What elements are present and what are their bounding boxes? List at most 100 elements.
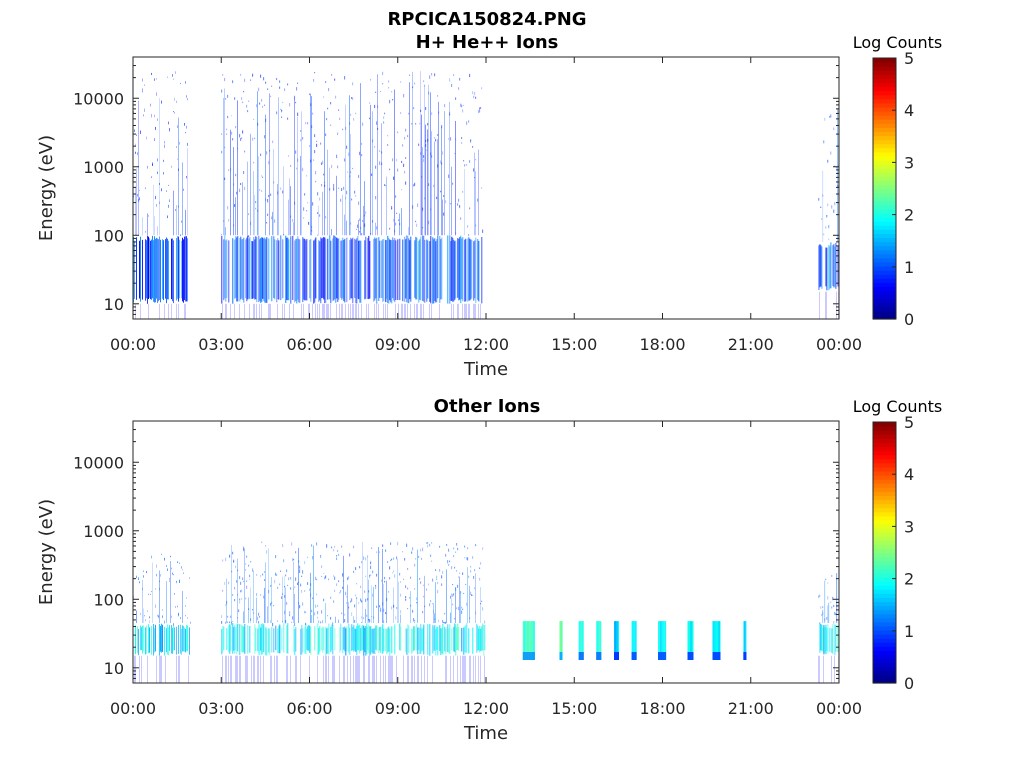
colorbar-segment (873, 499, 896, 505)
speckle (224, 177, 226, 180)
band-column (435, 241, 437, 303)
band-column (327, 238, 329, 300)
streak (237, 100, 238, 236)
speckle (167, 568, 168, 571)
colorbar-segment (873, 176, 896, 181)
streak (267, 606, 268, 624)
colorbar-segment (873, 560, 896, 566)
streak (822, 170, 824, 242)
speckle (348, 576, 350, 579)
speckle (338, 580, 340, 582)
band-column (149, 238, 150, 298)
speckle (315, 576, 317, 580)
speckle (426, 588, 428, 591)
low-energy-trace (348, 303, 349, 319)
speckle (281, 116, 283, 118)
activity-interval-4 (578, 621, 584, 660)
speckle (330, 102, 332, 105)
speckle (408, 112, 410, 115)
speckle (407, 135, 409, 137)
speckle (405, 596, 407, 598)
speckle (317, 605, 319, 607)
band-column (226, 628, 228, 651)
speckle (349, 122, 351, 125)
speckle (379, 551, 381, 553)
streak (311, 615, 312, 623)
streak (138, 100, 139, 236)
speckle (260, 153, 262, 156)
band-column (276, 240, 278, 303)
speckle (379, 605, 381, 607)
band-column (615, 621, 616, 660)
speckle (266, 550, 268, 554)
colorbar-tick-label: 2 (904, 206, 914, 225)
band-column (138, 629, 139, 656)
speckle (344, 613, 346, 616)
band-cell (523, 652, 525, 660)
streak (421, 114, 422, 236)
colorbar-segment (873, 294, 896, 300)
streak (469, 585, 470, 623)
speckle (825, 578, 827, 581)
speckle (234, 204, 236, 207)
y-tick-label: 100 (93, 590, 124, 609)
streak (474, 152, 475, 236)
speckle (255, 207, 257, 210)
low-energy-trace (445, 655, 446, 683)
low-energy-trace (231, 655, 232, 683)
streak (331, 229, 332, 236)
speckle (228, 581, 230, 585)
band-column (718, 621, 720, 660)
speckle (423, 158, 425, 162)
speckle (280, 187, 282, 190)
speckle (464, 164, 466, 167)
band-column (818, 245, 820, 290)
speckle (414, 563, 416, 567)
speckle (224, 582, 226, 585)
low-energy-trace (421, 303, 422, 319)
speckle (142, 78, 143, 82)
speckle (400, 593, 402, 597)
speckle (370, 79, 372, 81)
speckle (252, 609, 254, 611)
band-column (135, 625, 136, 655)
band-column (189, 627, 190, 655)
band-column (420, 236, 422, 301)
low-energy-trace (342, 303, 343, 319)
speckle (423, 80, 425, 82)
speckle (240, 74, 242, 76)
speckle (328, 578, 330, 581)
low-energy-trace (134, 655, 135, 683)
colorbar-segment (873, 536, 896, 541)
speckle (243, 580, 245, 583)
speckle (145, 231, 146, 233)
speckle (264, 571, 266, 573)
low-energy-trace (451, 303, 452, 319)
speckle (300, 130, 302, 132)
speckle (355, 112, 357, 115)
speckle (240, 581, 242, 585)
low-energy-trace (228, 655, 229, 683)
colorbar-segment (873, 601, 896, 607)
streak (136, 610, 137, 624)
band-column (343, 240, 345, 302)
band-cell (687, 652, 689, 660)
low-energy-trace (282, 303, 283, 319)
speckle (277, 191, 279, 195)
speckle (246, 555, 248, 558)
low-energy-trace (465, 655, 466, 683)
band-column (278, 625, 280, 654)
band-column (149, 627, 150, 653)
low-energy-trace (139, 655, 140, 683)
speckle (258, 87, 260, 92)
band-column (824, 627, 826, 653)
speckle (475, 611, 477, 615)
colorbar-segment (873, 483, 896, 488)
speckle (831, 205, 833, 209)
speckle (401, 160, 403, 163)
colorbar-segment (873, 458, 896, 464)
streak (235, 197, 236, 236)
speckle (412, 86, 414, 89)
speckle (167, 215, 168, 219)
band-column (264, 237, 266, 303)
